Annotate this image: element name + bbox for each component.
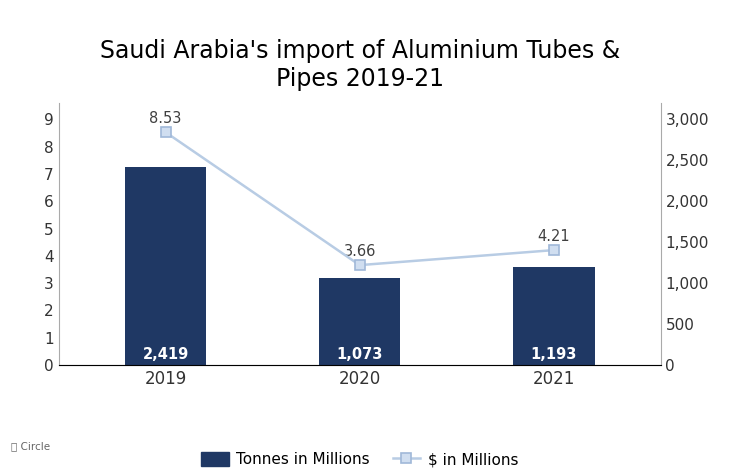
- Bar: [125, 167, 206, 365]
- Text: 3.66: 3.66: [344, 244, 376, 259]
- Legend: Tonnes in Millions, $ in Millions: Tonnes in Millions, $ in Millions: [195, 446, 524, 468]
- Text: 4.21: 4.21: [537, 229, 570, 244]
- Text: 1,073: 1,073: [336, 347, 383, 362]
- Bar: [319, 278, 401, 365]
- Text: 2,419: 2,419: [142, 347, 189, 362]
- Title: Saudi Arabia's import of Aluminium Tubes &
Pipes 2019-21: Saudi Arabia's import of Aluminium Tubes…: [100, 39, 619, 91]
- Bar: [513, 267, 595, 365]
- Text: Ⓐ Circle: Ⓐ Circle: [11, 441, 50, 451]
- Text: 1,193: 1,193: [531, 347, 577, 362]
- Text: 8.53: 8.53: [149, 111, 182, 126]
